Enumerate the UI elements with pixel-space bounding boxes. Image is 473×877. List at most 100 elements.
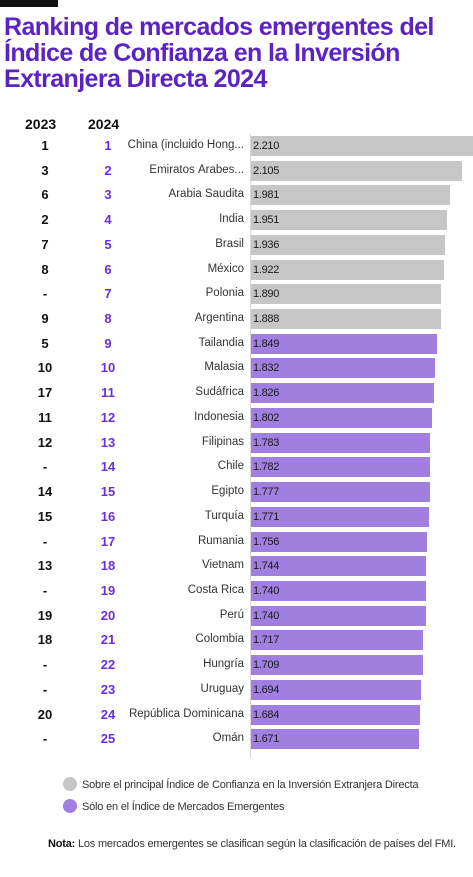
bar: [251, 457, 430, 478]
value-label: 1.671: [253, 733, 280, 746]
value-label: 1.771: [253, 510, 280, 523]
rank-2024: 1: [104, 138, 112, 153]
table-row: 13 18 Vietnam 1.744: [0, 554, 473, 579]
legend-dot-purple: [63, 799, 77, 814]
rank-2024: 19: [100, 582, 116, 598]
footnote-label: Nota:: [48, 838, 76, 850]
value-label: 1.888: [253, 313, 280, 326]
table-row: 14 15 Egipto 1.777: [0, 480, 473, 505]
rank-2023: 14: [37, 484, 53, 500]
ranking-rows: 1 1 China (incluido Hong... 2.210 3 2 Emiratos…: [0, 134, 473, 752]
bar: [251, 234, 446, 255]
rank-2023: 2: [41, 212, 49, 228]
rank-2023: -: [42, 681, 48, 697]
country-label: Costa Rica: [187, 583, 244, 596]
country-label: Arabia Saudita: [168, 188, 244, 201]
country-label: Sudáfrica: [195, 386, 244, 399]
title-line-3: Extranjera Directa 2024: [4, 65, 267, 92]
rank-2023: 20: [37, 706, 53, 722]
rank-2023: 19: [37, 607, 53, 623]
rank-2024: 8: [104, 311, 112, 327]
country-label: Rumania: [197, 534, 244, 547]
bar: [251, 160, 463, 181]
value-label: 1.783: [253, 436, 280, 449]
bar: [251, 531, 428, 552]
country-label: Chile: [217, 460, 244, 473]
country-label: Emiratos Árabes...: [149, 163, 244, 176]
value-label: 1.951: [253, 214, 280, 227]
table-row: 18 21 Colombia 1.717: [0, 628, 473, 653]
rank-2024: 23: [100, 681, 116, 697]
table-row: 12 13 Filipinas 1.783: [0, 431, 473, 456]
rank-2023: -: [42, 286, 48, 302]
table-row: 6 3 Arabia Saudita 1.981: [0, 183, 473, 208]
country-label: China (incluido Hong...: [127, 139, 244, 151]
value-label: 1.849: [253, 337, 280, 350]
header-2023: 2023: [25, 116, 57, 132]
bar: [251, 630, 424, 651]
table-row: 8 6 México 1.922: [0, 258, 473, 283]
rank-2024: 10: [100, 360, 116, 376]
title-line-1: Ranking de mercados emergentes del: [4, 14, 434, 41]
table-row: - 7 Polonia 1.890: [0, 282, 473, 307]
rank-2024: 21: [100, 632, 116, 648]
rank-2023: 13: [37, 558, 53, 574]
bar: [251, 655, 423, 676]
value-label: 1.740: [253, 609, 280, 622]
value-label: 2.105: [253, 164, 280, 177]
value-label: 1.756: [253, 535, 280, 548]
rank-2024: 12: [100, 409, 116, 425]
rank-2023: 9: [41, 311, 49, 327]
bar: [251, 580, 426, 601]
rank-2024: 22: [100, 657, 116, 673]
rank-2024: 9: [104, 335, 112, 351]
value-label: 1.694: [253, 683, 280, 696]
rank-2024: 15: [100, 484, 116, 500]
table-row: - 25 Omán 1.671: [0, 727, 473, 752]
table-row: - 23 Uruguay 1.694: [0, 678, 473, 703]
bar: [251, 729, 419, 750]
rank-2023: -: [42, 459, 48, 475]
rank-2024: 18: [100, 558, 116, 574]
rank-2023: -: [42, 533, 48, 549]
bar-baseline: [250, 134, 251, 758]
value-label: 1.684: [253, 708, 280, 721]
bar: [251, 136, 473, 156]
rank-2023: 11: [38, 409, 52, 425]
bar: [251, 432, 431, 453]
rank-2023: 5: [41, 335, 49, 351]
footnote-text: Los mercados emergentes se clasifican se…: [75, 838, 456, 850]
table-row: 1 1 China (incluido Hong... 2.210: [0, 134, 473, 159]
rank-2024: 14: [100, 459, 116, 475]
table-row: 2 4 India 1.951: [0, 208, 473, 233]
value-label: 1.709: [253, 659, 280, 672]
table-row: 9 8 Argentina 1.888: [0, 307, 473, 332]
bar: [251, 679, 422, 700]
country-label: Malasia: [204, 361, 244, 374]
table-row: 5 9 Tailandia 1.849: [0, 332, 473, 357]
legend-dot-gray: [63, 777, 77, 792]
country-label: Vietnam: [202, 559, 244, 572]
table-row: 3 2 Emiratos Árabes... 2.105: [0, 159, 473, 184]
value-label: 1.981: [253, 189, 280, 202]
country-label: República Dominicana: [128, 707, 244, 720]
rank-2023: 1: [41, 138, 49, 153]
bar: [251, 506, 429, 527]
country-label: México: [207, 262, 244, 275]
table-row: 19 20 Perú 1.740: [0, 604, 473, 629]
country-label: India: [219, 213, 244, 226]
footnote: Nota: Los mercados emergentes se clasifi…: [48, 838, 456, 850]
rank-2024: 7: [104, 286, 112, 302]
bar: [251, 556, 427, 577]
rank-2024: 17: [100, 533, 116, 549]
bar: [251, 284, 441, 305]
bar: [251, 333, 437, 354]
rank-2023: -: [42, 731, 48, 747]
value-label: 2.210: [253, 140, 280, 152]
rank-2024: 13: [100, 434, 116, 450]
table-row: 15 16 Turquía 1.771: [0, 505, 473, 530]
bar: [251, 704, 421, 725]
bar: [251, 407, 432, 428]
table-row: 11 12 Indonesia 1.802: [0, 406, 473, 431]
table-row: - 22 Hungría 1.709: [0, 653, 473, 678]
